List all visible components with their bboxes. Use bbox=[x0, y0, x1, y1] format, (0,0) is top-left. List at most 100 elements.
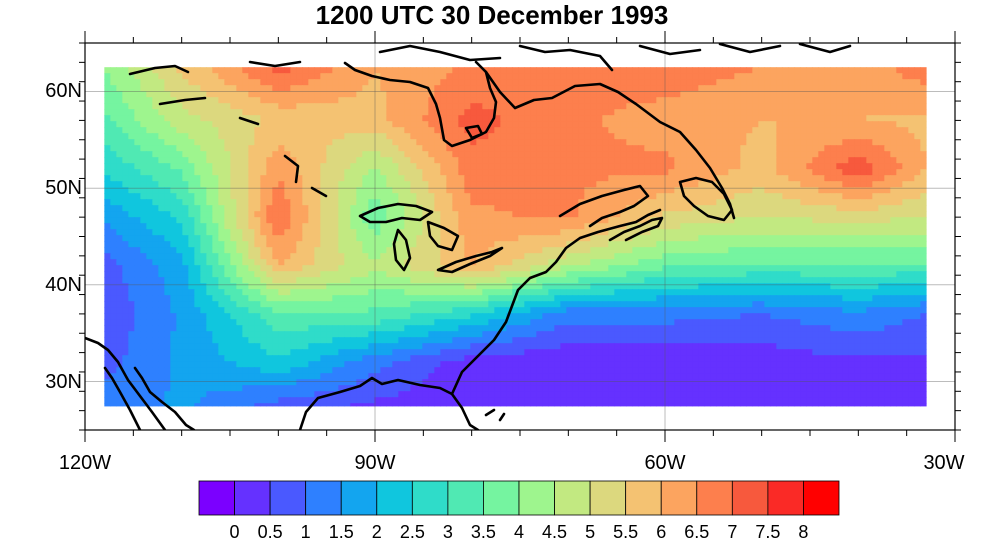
field-cell bbox=[512, 277, 519, 284]
field-cell bbox=[158, 157, 165, 164]
field-cell bbox=[494, 139, 501, 146]
field-cell bbox=[362, 187, 369, 194]
field-cell bbox=[332, 253, 339, 260]
field-cell bbox=[212, 229, 219, 236]
field-cell bbox=[278, 247, 285, 254]
field-cell bbox=[236, 247, 243, 254]
field-cell bbox=[188, 133, 195, 140]
field-cell bbox=[506, 145, 513, 152]
field-cell bbox=[170, 91, 177, 98]
field-cell bbox=[206, 169, 213, 176]
field-cell bbox=[638, 247, 645, 254]
field-cell bbox=[200, 211, 207, 218]
field-cell bbox=[914, 127, 921, 134]
field-cell bbox=[764, 133, 771, 140]
field-cell bbox=[332, 271, 339, 278]
field-cell bbox=[644, 247, 651, 254]
field-cell bbox=[806, 277, 813, 284]
field-cell bbox=[440, 163, 447, 170]
field-cell bbox=[362, 169, 369, 176]
field-cell bbox=[824, 199, 831, 206]
field-cell bbox=[524, 157, 531, 164]
field-cell bbox=[830, 223, 837, 230]
field-cell bbox=[212, 139, 219, 146]
field-cell bbox=[194, 229, 201, 236]
field-cell bbox=[176, 247, 183, 254]
field-cell bbox=[182, 235, 189, 242]
field-cell bbox=[458, 121, 465, 128]
field-cell bbox=[422, 217, 429, 224]
field-cell bbox=[176, 253, 183, 260]
field-cell bbox=[872, 115, 879, 122]
field-cell bbox=[620, 175, 627, 182]
field-cell bbox=[722, 109, 729, 116]
field-cell bbox=[410, 115, 417, 122]
field-cell bbox=[440, 73, 447, 80]
field-cell bbox=[326, 91, 333, 98]
field-cell bbox=[488, 271, 495, 278]
field-cell bbox=[560, 67, 567, 74]
field-cell bbox=[524, 271, 531, 278]
field-cell bbox=[536, 121, 543, 128]
field-cell bbox=[722, 235, 729, 242]
field-cell bbox=[434, 253, 441, 260]
field-cell bbox=[434, 163, 441, 170]
field-cell bbox=[830, 85, 837, 92]
field-cell bbox=[404, 205, 411, 212]
field-cell bbox=[722, 151, 729, 158]
field-cell bbox=[158, 97, 165, 104]
field-cell bbox=[782, 103, 789, 110]
field-cell bbox=[110, 127, 117, 134]
field-cell bbox=[752, 91, 759, 98]
field-cell bbox=[644, 139, 651, 146]
field-cell bbox=[878, 247, 885, 254]
field-cell bbox=[308, 169, 315, 176]
field-cell bbox=[386, 247, 393, 254]
field-cell bbox=[110, 259, 117, 266]
field-cell bbox=[638, 139, 645, 146]
field-cell bbox=[890, 217, 897, 224]
field-cell bbox=[218, 157, 225, 164]
field-cell bbox=[218, 175, 225, 182]
field-cell bbox=[434, 235, 441, 242]
field-cell bbox=[818, 253, 825, 260]
field-cell bbox=[230, 91, 237, 98]
field-cell bbox=[356, 139, 363, 146]
field-cell bbox=[368, 67, 375, 74]
field-cell bbox=[428, 79, 435, 86]
field-cell bbox=[674, 121, 681, 128]
field-cell bbox=[218, 247, 225, 254]
field-cell bbox=[668, 205, 675, 212]
field-cell bbox=[746, 127, 753, 134]
field-cell bbox=[176, 277, 183, 284]
field-cell bbox=[530, 217, 537, 224]
field-cell bbox=[320, 91, 327, 98]
field-cell bbox=[422, 277, 429, 284]
field-cell bbox=[368, 211, 375, 218]
field-cell bbox=[200, 175, 207, 182]
field-cell bbox=[314, 193, 321, 200]
field-cell bbox=[788, 193, 795, 200]
field-cell bbox=[146, 211, 153, 218]
field-cell bbox=[164, 151, 171, 158]
field-cell bbox=[908, 115, 915, 122]
field-cell bbox=[266, 217, 273, 224]
field-cell bbox=[452, 265, 459, 272]
field-cell bbox=[614, 157, 621, 164]
field-cell bbox=[530, 193, 537, 200]
field-cell bbox=[884, 223, 891, 230]
field-cell bbox=[536, 73, 543, 80]
field-cell bbox=[734, 259, 741, 266]
field-cell bbox=[692, 211, 699, 218]
field-cell bbox=[146, 85, 153, 92]
field-cell bbox=[134, 103, 141, 110]
field-cell bbox=[140, 109, 147, 116]
field-cell bbox=[290, 73, 297, 80]
field-cell bbox=[230, 253, 237, 260]
field-cell bbox=[668, 151, 675, 158]
field-cell bbox=[188, 79, 195, 86]
field-cell bbox=[764, 121, 771, 128]
field-cell bbox=[434, 205, 441, 212]
field-cell bbox=[746, 259, 753, 266]
field-cell bbox=[662, 199, 669, 206]
